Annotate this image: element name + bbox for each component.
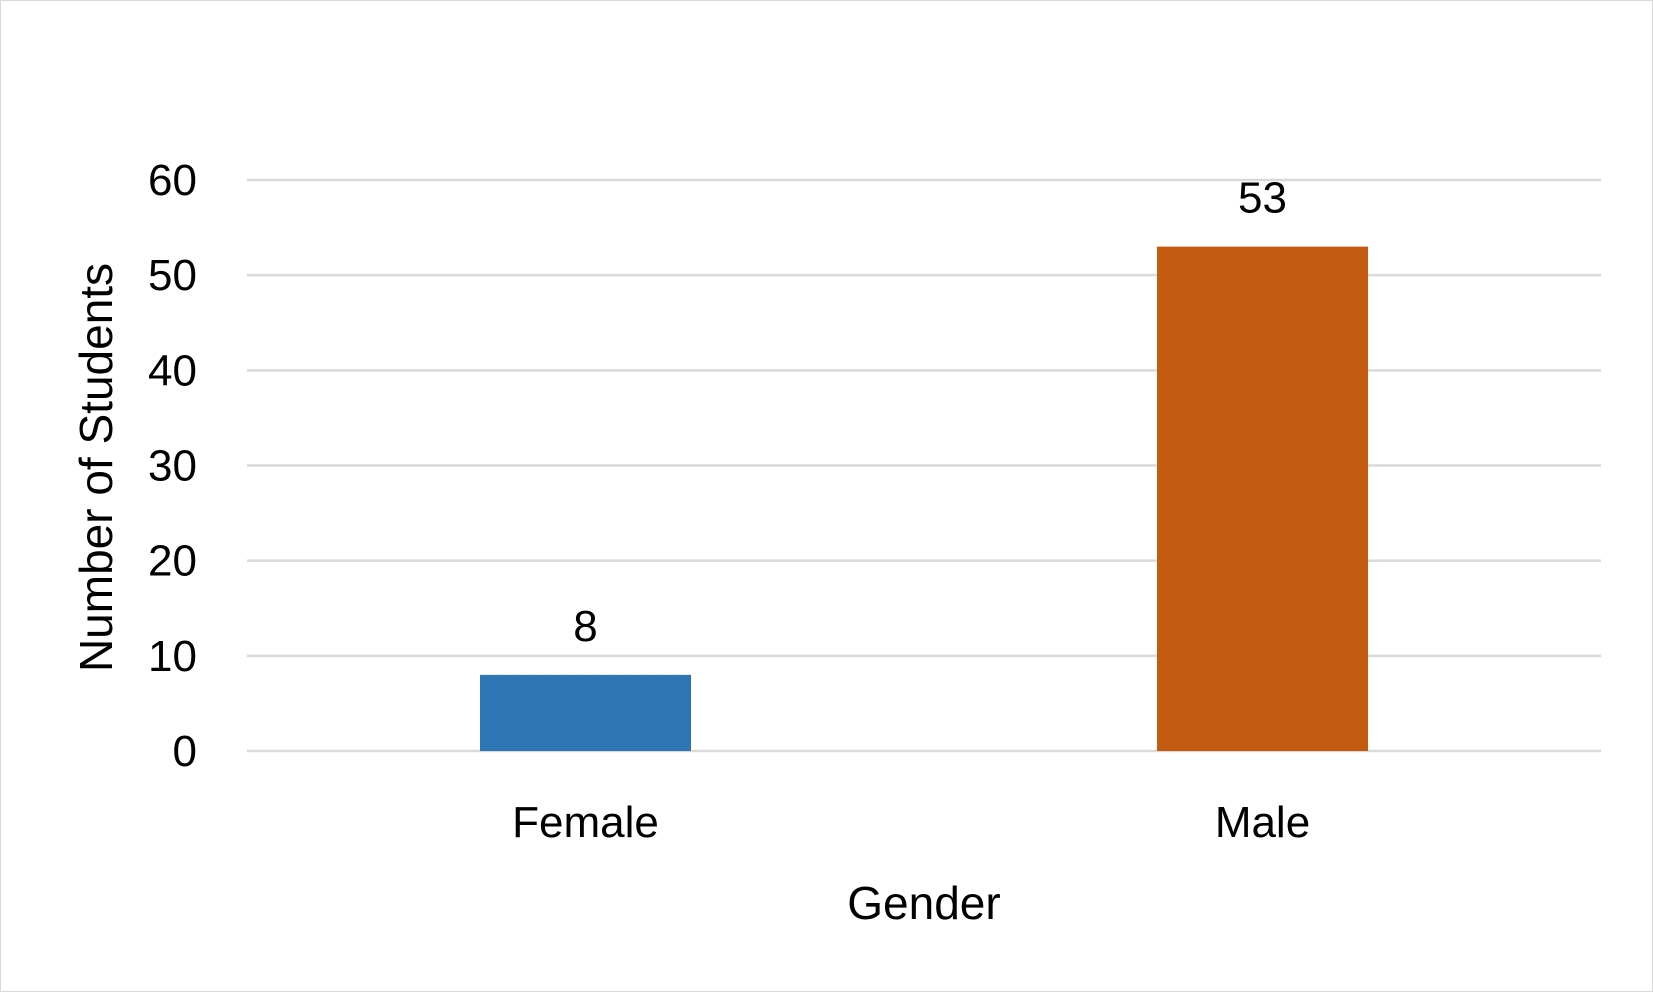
y-tick-label: 20 — [148, 537, 197, 586]
data-label-female: 8 — [573, 602, 597, 651]
y-tick-label: 0 — [173, 727, 197, 776]
gridlines — [247, 178, 1601, 753]
bar-male — [1157, 246, 1368, 751]
y-tick-label: 50 — [148, 251, 197, 300]
x-tick-label-male: Male — [1215, 798, 1310, 847]
y-axis-tick-labels: 0 10 20 30 40 50 60 — [148, 156, 197, 776]
data-label-male: 53 — [1238, 174, 1287, 223]
x-axis-tick-labels: Female Male — [512, 798, 1310, 847]
bars — [480, 246, 1368, 751]
bar-female — [480, 674, 691, 751]
data-labels: 8 53 — [573, 174, 1287, 651]
y-axis-title: Number of Students — [70, 263, 122, 672]
y-tick-label: 30 — [148, 442, 197, 491]
y-tick-label: 60 — [148, 156, 197, 205]
y-tick-label: 40 — [148, 346, 197, 395]
x-tick-label-female: Female — [512, 798, 659, 847]
x-axis-title: Gender — [847, 877, 1000, 929]
y-tick-label: 10 — [148, 632, 197, 681]
